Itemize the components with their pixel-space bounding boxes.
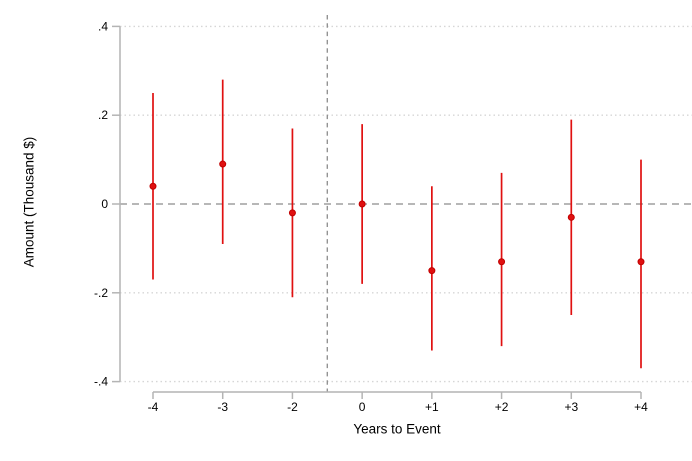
x-axis-title: Years to Event [353, 421, 441, 437]
y-tick-label: .4 [98, 19, 108, 33]
x-tick-label: +2 [495, 400, 509, 414]
x-tick-label: -3 [217, 400, 228, 414]
x-tick-label: -2 [287, 400, 298, 414]
x-tick-label: +1 [425, 400, 439, 414]
point-marker [428, 267, 436, 275]
y-tick-label: -.4 [94, 375, 108, 389]
y-tick-label: .2 [98, 108, 108, 122]
x-tick-label: +3 [564, 400, 578, 414]
x-tick-label: -4 [148, 400, 159, 414]
point-marker [219, 160, 227, 168]
point-marker [567, 213, 575, 221]
y-tick-label: 0 [101, 197, 108, 211]
x-tick-label: +4 [634, 400, 648, 414]
y-tick-label: -.2 [94, 286, 108, 300]
point-marker [637, 258, 645, 266]
point-marker [149, 182, 157, 190]
y-axis-title: Amount (Thousand $) [21, 136, 37, 268]
point-marker [288, 209, 296, 217]
x-tick-label: 0 [359, 400, 366, 414]
point-marker [358, 200, 366, 208]
point-marker [498, 258, 506, 266]
